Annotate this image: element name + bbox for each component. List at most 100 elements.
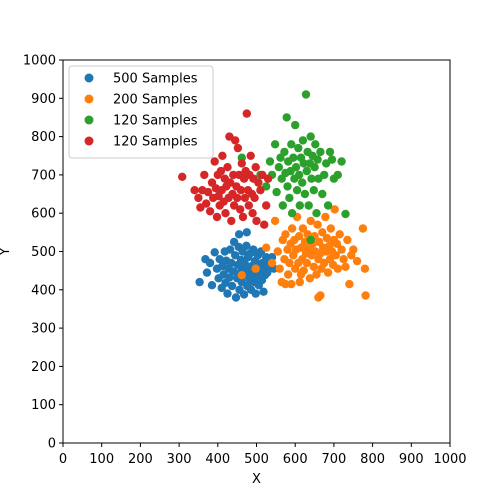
scatter-point — [292, 186, 302, 195]
x-tick-label: 600 — [283, 452, 308, 467]
scatter-point — [238, 212, 248, 222]
scatter-point — [358, 224, 368, 233]
scatter-point — [218, 151, 227, 160]
scatter-point — [301, 90, 311, 99]
scatter-point — [233, 143, 243, 153]
scatter-point — [331, 251, 340, 260]
scatter-point — [323, 268, 333, 277]
scatter-point — [298, 224, 308, 233]
scatter-point — [285, 258, 294, 268]
scatter-point — [282, 113, 291, 122]
scatter-point — [306, 216, 315, 226]
scatter-point — [227, 258, 236, 268]
scatter-point — [302, 166, 311, 176]
scatter-point — [333, 170, 342, 180]
legend-marker — [84, 115, 94, 125]
scatter-point — [312, 270, 321, 279]
scatter-point — [203, 187, 213, 197]
y-tick-label: 100 — [31, 398, 56, 413]
scatter-point — [178, 172, 187, 181]
scatter-point — [212, 212, 222, 222]
scatter-point — [249, 245, 258, 254]
legend-label: 200 Samples — [113, 93, 198, 108]
y-tick-label: 300 — [31, 322, 56, 337]
scatter-point — [309, 186, 318, 195]
scatter-point — [251, 264, 260, 273]
scatter-point — [229, 267, 238, 276]
scatter-point — [244, 201, 253, 210]
scatter-point — [221, 209, 230, 218]
scatter-point — [345, 279, 354, 289]
scatter-point — [263, 174, 273, 183]
scatter-point — [311, 140, 320, 149]
scatter-point — [306, 132, 315, 141]
scatter-point — [361, 291, 370, 300]
scatter-point — [200, 170, 209, 180]
scatter-point — [190, 186, 199, 195]
scatter-point — [215, 255, 224, 264]
x-tick-label: 400 — [205, 452, 230, 467]
scatter-point — [294, 170, 304, 180]
y-tick-label: 200 — [31, 360, 56, 375]
x-tick-label: 200 — [128, 452, 153, 467]
scatter-point — [267, 253, 277, 262]
scatter-point — [310, 163, 319, 172]
scatter-point — [236, 205, 245, 214]
scatter-point — [242, 109, 251, 118]
scatter-point — [287, 209, 297, 218]
scatter-point — [223, 289, 232, 298]
scatter-point — [280, 147, 289, 157]
scatter-point — [248, 209, 257, 218]
scatter-point — [289, 153, 298, 162]
scatter-point — [337, 245, 346, 254]
scatter-point — [291, 163, 301, 172]
scatter-point — [335, 230, 344, 239]
scatter-point — [313, 155, 322, 164]
scatter-point — [285, 193, 294, 203]
scatter-point — [210, 157, 219, 166]
legend-box — [68, 65, 214, 159]
scatter-point — [263, 268, 272, 277]
scatter-point — [202, 199, 211, 208]
scatter-point — [341, 262, 350, 271]
scatter-point — [250, 193, 259, 203]
scatter-point — [322, 233, 332, 243]
x-axis-label: X — [252, 472, 261, 487]
scatter-point — [321, 212, 330, 222]
scatter-point — [337, 157, 346, 166]
scatter-point — [194, 193, 203, 203]
y-axis-label: Y — [0, 247, 13, 256]
scatter-point — [273, 247, 282, 256]
scatter-point — [226, 178, 235, 187]
x-tick-label: 800 — [360, 452, 385, 467]
scatter-point — [234, 230, 244, 239]
scatter-point — [281, 279, 290, 289]
scatter-point — [314, 293, 323, 302]
scatter-point — [318, 228, 327, 237]
scatter-point — [333, 264, 342, 273]
scatter-point — [223, 163, 232, 172]
scatter-point — [339, 255, 348, 264]
scatter-point — [216, 166, 226, 176]
scatter-point — [256, 186, 265, 195]
scatter-point — [226, 245, 235, 254]
legend-label: 120 Samples — [113, 135, 198, 150]
scatter-point — [298, 178, 307, 187]
scatter-point — [278, 201, 287, 210]
x-tick-label: 0 — [59, 452, 67, 467]
y-tick-label: 0 — [48, 437, 56, 452]
scatter-point — [270, 216, 280, 226]
scatter-point — [325, 147, 335, 157]
scatter-point — [210, 248, 219, 257]
y-tick-label: 900 — [31, 92, 56, 107]
legend: 500 Samples 200 Samples 120 Samples 120 Sam… — [68, 65, 214, 159]
scatter-point — [254, 178, 263, 187]
scatter-point — [349, 245, 358, 254]
scatter-point — [237, 271, 246, 280]
scatter-point — [343, 235, 352, 245]
x-tick-label: 300 — [167, 452, 192, 467]
scatter-point — [207, 281, 217, 290]
scatter-point — [240, 193, 250, 203]
scatter-point — [274, 163, 284, 172]
